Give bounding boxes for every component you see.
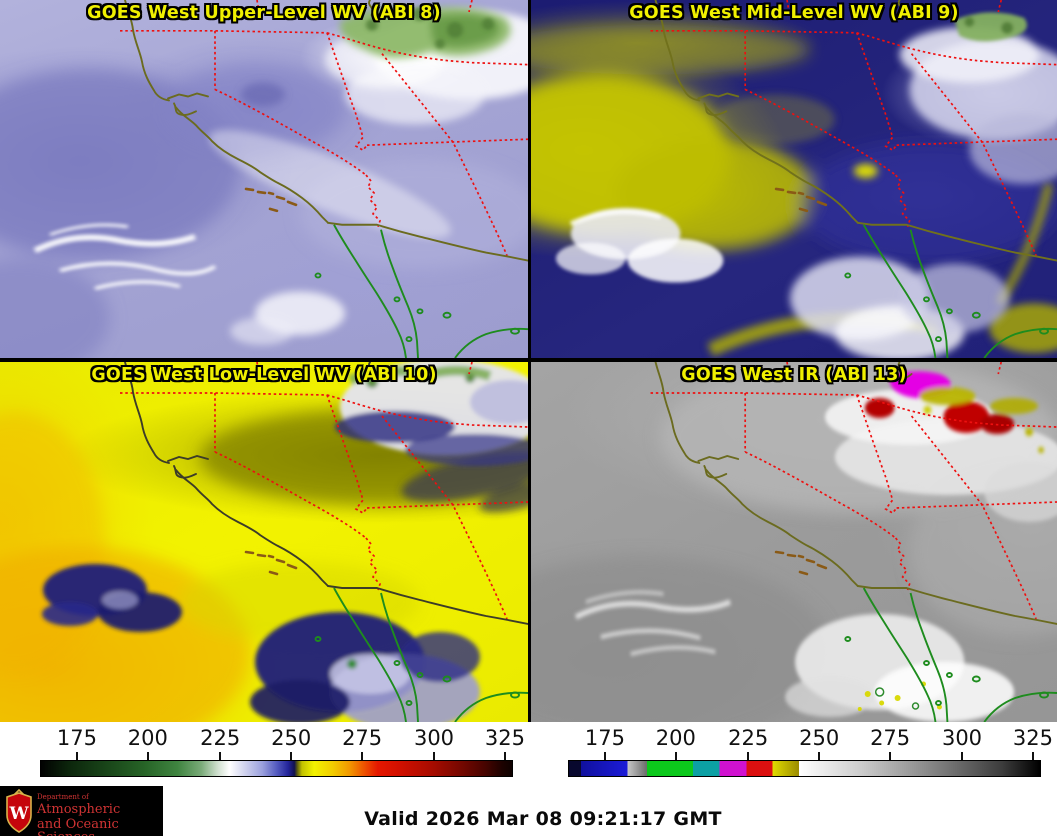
panel-upper-level-wv: GOES West Upper-Level WV (ABI 8) [0,0,528,358]
panel-title-abi8: GOES West Upper-Level WV (ABI 8) [87,3,441,23]
wv-tick-label: 175 [56,726,97,750]
wv-tick-mark [219,752,222,760]
ir-colorbar: 175 200 225 250 275 300 325 [568,722,1053,781]
map-overlay [118,0,528,358]
uw-aos-logo: W Department of Atmospheric and Oceanic … [0,786,163,836]
wv-colorbar-gradient [40,760,513,777]
ir-tick-label: 325 [1012,726,1053,750]
upper-wv-imagery [0,6,528,358]
wv-tick-label: 325 [484,726,525,750]
logo-line-atmospheric: Atmospheric [37,802,121,817]
ir-tick-label: 250 [799,726,840,750]
valid-time-label: Valid 2026 Mar 08 09:21:17 GMT [364,808,722,830]
panel-title-abi13: GOES West IR (ABI 13) [681,365,907,385]
wv-tick-label: 250 [271,726,312,750]
wv-tick-mark [290,752,293,760]
wv-tick-label: 200 [127,726,168,750]
ir-tick-mark [889,752,892,760]
panel-low-level-wv: GOES West Low-Level WV (ABI 10) [0,362,528,722]
ir-tick-mark [818,752,821,760]
mid-wv-imagery [531,12,1057,358]
logo-line-oceanic: and Oceanic Sciences [37,817,119,836]
satellite-panel-grid: GOES West Upper-Level WV (ABI 8) [0,0,1057,722]
ir-tick-label: 300 [941,726,983,750]
wv-tick-mark [361,752,364,760]
ir-tick-mark [674,752,677,760]
wv-tick-mark [433,752,435,760]
panel-title-abi10: GOES West Low-Level WV (ABI 10) [91,365,437,385]
map-overlay [649,0,1057,358]
ir-tick-label: 225 [728,726,769,750]
ir-colorbar-gradient [568,760,1041,777]
panel-ir: GOES West IR (ABI 13) [531,362,1057,722]
logo-line-department: Department of [37,793,89,801]
map-overlay [649,362,1057,722]
wv-tick-label: 275 [342,726,383,750]
ir-tick-mark [961,752,963,760]
ir-tick-label: 275 [870,726,911,750]
wv-tick-label: 300 [413,726,455,750]
wv-colorbar: 175 200 225 250 275 300 325 [40,722,525,781]
ir-tick-mark [1031,752,1034,760]
ir-tick-label: 200 [655,726,696,750]
wv-tick-mark [503,752,506,760]
wv-tick-mark [75,752,78,760]
low-wv-imagery [0,362,528,722]
ir-tick-mark [747,752,750,760]
ir-tick-label: 175 [584,726,625,750]
ir-tick-mark [603,752,606,760]
panel-mid-level-wv: GOES West Mid-Level WV (ABI 9) [531,0,1057,358]
panel-title-abi9: GOES West Mid-Level WV (ABI 9) [629,3,959,23]
uw-crest-icon: W [6,789,32,833]
wv-tick-mark [146,752,149,760]
wv-tick-label: 225 [200,726,241,750]
map-overlay [118,362,528,722]
uw-monogram: W [8,804,29,824]
